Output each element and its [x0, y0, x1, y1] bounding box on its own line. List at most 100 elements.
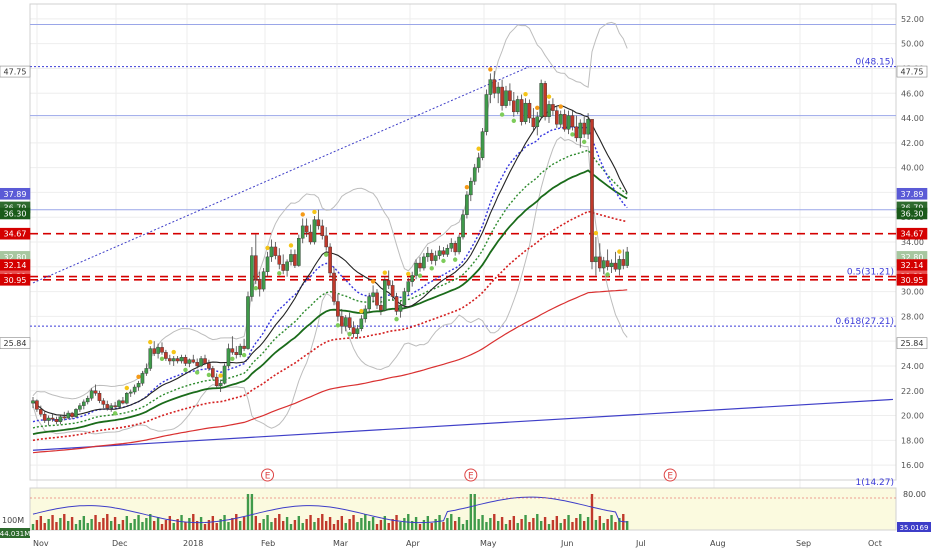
candle-body — [465, 194, 469, 215]
candle-body — [543, 83, 547, 118]
y-axis-tick-label: 16.00 — [901, 461, 924, 470]
candle-body — [156, 347, 160, 354]
volume-bar — [551, 520, 555, 530]
candle-body — [179, 357, 184, 362]
candle-body — [281, 264, 285, 271]
bollinger-upper — [32, 21, 628, 400]
volume-bar — [575, 518, 578, 530]
bollinger-lower — [32, 136, 628, 435]
volume-bar — [410, 521, 414, 530]
y-axis-tick-label: 44.00 — [901, 114, 924, 123]
candle-body — [445, 247, 450, 255]
volume-bar — [438, 515, 441, 530]
volume-bar — [250, 494, 254, 530]
rsi-badge-label: 35.0169 — [900, 524, 929, 532]
price-badge-label: 37.89 — [4, 190, 27, 199]
candle-body — [35, 400, 39, 410]
volume-bar — [274, 518, 277, 530]
volume-bar — [309, 515, 312, 530]
signal-dot — [136, 374, 141, 380]
volume-bar — [489, 518, 492, 530]
signal-dot — [558, 104, 563, 109]
volume-bar — [293, 520, 297, 530]
candle-body — [238, 345, 242, 356]
candle-body — [574, 126, 579, 139]
candle-body — [265, 256, 270, 272]
candle-body — [515, 99, 520, 113]
volume-bar — [579, 514, 582, 530]
price-badge — [0, 337, 31, 349]
fib-label: 1(14.27) — [855, 478, 894, 488]
volume-bar — [485, 522, 488, 530]
volume-bar — [528, 522, 531, 530]
volume-bar — [571, 522, 574, 530]
candle-body — [187, 359, 192, 364]
volume-bar — [270, 522, 273, 530]
candle-body — [234, 352, 239, 356]
volume-bar — [450, 514, 453, 530]
volume-bar — [434, 519, 437, 530]
volume-bar — [254, 516, 258, 530]
candle-body — [426, 252, 430, 258]
price-badge-label: 32.14 — [4, 261, 27, 270]
volume-bar — [532, 518, 535, 530]
volume-bar — [340, 516, 344, 530]
earnings-marker-label: E — [667, 472, 673, 482]
volume-bar — [117, 524, 121, 530]
candle-body — [605, 260, 610, 267]
candle-body — [386, 280, 391, 286]
candle-body — [62, 416, 67, 419]
volume-bar — [500, 517, 504, 530]
volume-bar — [203, 524, 207, 530]
signal-dot — [570, 132, 575, 137]
signal-dot — [464, 184, 470, 190]
signal-dot — [171, 349, 176, 355]
candle-body — [85, 397, 90, 403]
volume-bar — [524, 515, 527, 530]
volume-bar — [258, 523, 261, 530]
candle-body — [512, 100, 516, 113]
candle-body — [578, 122, 583, 139]
volume-bar — [403, 518, 406, 530]
y-axis-tick-label: 18.00 — [901, 436, 924, 445]
candle-body — [367, 296, 371, 310]
volume-bar — [242, 517, 246, 530]
candle-body — [140, 373, 145, 384]
volume-bar — [555, 516, 559, 530]
signal-dot — [359, 308, 364, 314]
candle-body — [394, 296, 399, 312]
candle-body — [324, 235, 328, 248]
volume-bar — [31, 524, 35, 530]
signal-dot — [452, 257, 458, 262]
candle-body — [195, 362, 199, 367]
grid-lines — [30, 4, 896, 530]
price-badge — [0, 227, 31, 240]
price-badge — [896, 274, 928, 286]
signal-dot — [206, 372, 212, 378]
volume-bar — [281, 521, 285, 530]
volume-bar — [536, 514, 539, 530]
volume-bar — [59, 518, 62, 530]
volume-bar — [395, 515, 398, 530]
candle-body — [625, 251, 629, 266]
sma-200-line — [32, 289, 628, 454]
candle-body — [621, 259, 626, 266]
candle-body — [207, 363, 211, 369]
candle-body — [101, 400, 106, 405]
earnings-marker — [261, 468, 275, 482]
candle-body — [527, 102, 532, 119]
volume-bar — [364, 514, 367, 530]
candle-body — [175, 358, 180, 362]
volume-bar — [180, 515, 183, 530]
signal-dot — [617, 249, 622, 254]
candle-body — [50, 417, 55, 420]
candle-body — [285, 261, 289, 271]
candle-body — [414, 262, 418, 276]
candle-body — [519, 99, 524, 122]
x-axis-label: Apr — [406, 539, 421, 548]
volume-bar — [168, 516, 172, 530]
earnings-marker — [464, 468, 478, 482]
x-axis-label: Dec — [112, 539, 127, 548]
candle-body — [242, 345, 246, 349]
